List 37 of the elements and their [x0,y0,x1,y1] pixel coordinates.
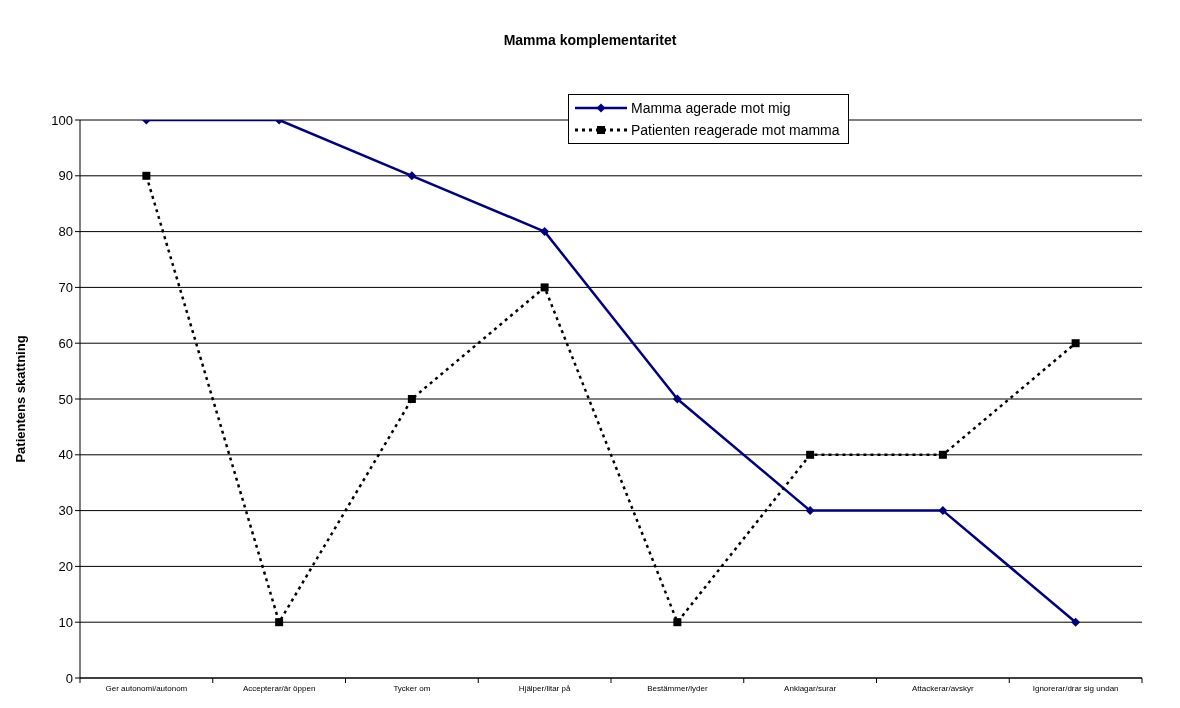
point [142,171,151,180]
y-tick-label: 40 [58,447,73,463]
y-tick-label: 50 [58,391,73,407]
point [1071,339,1080,348]
x-tick-label: Tycker om [393,684,431,693]
y-tick-label: 60 [58,335,73,351]
point [407,395,416,403]
point [540,283,549,292]
x-tick-label: Hjälper/litar på [518,684,571,693]
y-tick-label: 90 [58,168,73,184]
point [938,450,947,459]
point [672,394,682,404]
y-tick-label: 30 [58,503,73,519]
x-tick-label: Attackerar/avskyr [911,684,975,693]
x-tick-label: Bestämmer/lyder [647,684,708,693]
x-tick-label: Accepterar/är öppen [242,684,316,693]
point [805,506,815,516]
point [540,227,550,237]
chart-title: Mamma komplementaritet [502,32,678,48]
legend-label: Mamma agerade mot mig [631,100,791,116]
x-tick-label: Anklagar/surar [784,684,837,693]
point [673,618,682,627]
y-tick-label: 20 [58,559,73,575]
point [938,506,948,516]
point [275,618,284,627]
y-tick-label: 100 [51,112,73,128]
y-tick-label: 10 [58,614,73,630]
y-axis-title: Patientens skattning [12,335,28,463]
legend-label: Patienten reagerade mot mamma [631,122,840,138]
y-tick-label: 0 [65,670,73,686]
x-tick-label: Ignorerar/drar sig undan [1032,684,1119,693]
x-tick-label: Ger autonomi/autonom [105,684,188,693]
y-tick-label: 70 [58,280,73,296]
point [1071,617,1081,627]
y-tick-label: 80 [58,224,73,240]
point [806,450,815,459]
point [407,171,417,181]
